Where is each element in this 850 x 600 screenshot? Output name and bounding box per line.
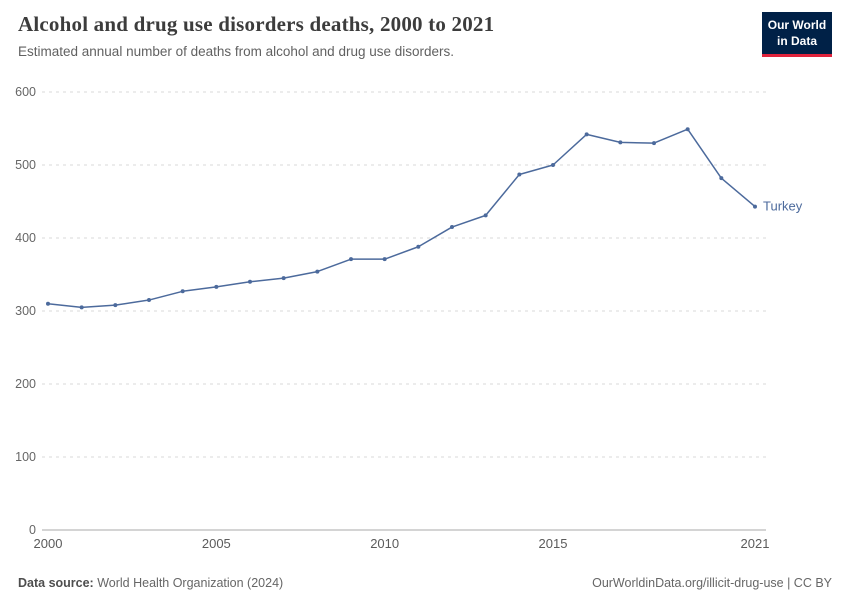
data-point-2007[interactable] [281, 276, 286, 281]
line-chart-svg: 0 100 200 300 400 500 600 2000 2005 2010 2015 2021 T… [15, 85, 803, 551]
y-tick-label-100: 100 [15, 450, 36, 464]
x-tick-label-2005: 2005 [202, 536, 231, 551]
data-point-2018[interactable] [652, 141, 656, 146]
data-point-2008[interactable] [315, 269, 320, 274]
owid-logo[interactable]: Our World in Data [762, 12, 832, 58]
y-tick-label-600: 600 [15, 85, 36, 99]
chart-footer: Data source: World Health Organization (… [18, 576, 832, 590]
data-point-2003[interactable] [147, 298, 151, 303]
data-point-2010[interactable] [382, 257, 387, 262]
x-tick-label-2015: 2015 [539, 536, 568, 551]
data-source-label: Data source: [18, 576, 94, 590]
data-point-2013[interactable] [483, 213, 488, 218]
owid-logo-line2: in Data [776, 33, 817, 48]
data-point-2006[interactable] [248, 279, 252, 284]
data-point-2004[interactable] [180, 289, 185, 294]
data-point-2002[interactable] [113, 303, 118, 308]
data-point-2020[interactable] [719, 176, 724, 181]
data-point-2019[interactable] [685, 127, 690, 132]
data-point-2005[interactable] [214, 284, 219, 289]
data-point-2012[interactable] [450, 225, 454, 230]
entity-label-turkey[interactable]: Turkey [763, 199, 803, 214]
data-source: Data source: World Health Organization (… [18, 576, 283, 590]
data-point-2000[interactable] [46, 301, 50, 306]
chart-title: Alcohol and drug use disorders deaths, 2… [18, 12, 495, 36]
turkey-line-series[interactable] [47, 128, 756, 309]
data-point-2001[interactable] [79, 305, 84, 310]
x-tick-label-2021: 2021 [741, 536, 770, 551]
data-point-2011[interactable] [416, 244, 421, 249]
y-tick-label-500: 500 [15, 158, 36, 172]
x-tick-label-2010: 2010 [370, 536, 399, 551]
attribution-link[interactable]: OurWorldinData.org/illicit-drug-use | CC… [592, 576, 832, 590]
data-point-2009[interactable] [349, 257, 353, 262]
x-tick-label-2000: 2000 [34, 536, 63, 551]
data-point-2015[interactable] [551, 163, 555, 167]
y-tick-label-200: 200 [15, 377, 36, 391]
data-point-2016[interactable] [584, 132, 589, 137]
chart-area: 0 100 200 300 400 500 600 2000 2005 2010 2015 2021 T… [0, 85, 850, 560]
data-point-2017[interactable] [618, 140, 623, 145]
data-source-value: World Health Organization (2024) [97, 576, 284, 590]
y-tick-label-400: 400 [15, 231, 36, 245]
chart-header: Alcohol and drug use disorders deaths, 2… [18, 12, 750, 59]
chart-subtitle: Estimated annual number of deaths from a… [18, 44, 455, 59]
y-tick-label-0: 0 [29, 523, 36, 537]
owid-logo-line1: Our World [767, 18, 827, 32]
data-point-2021[interactable] [753, 204, 757, 209]
y-tick-label-300: 300 [15, 304, 36, 318]
data-point-2014[interactable] [517, 172, 522, 177]
